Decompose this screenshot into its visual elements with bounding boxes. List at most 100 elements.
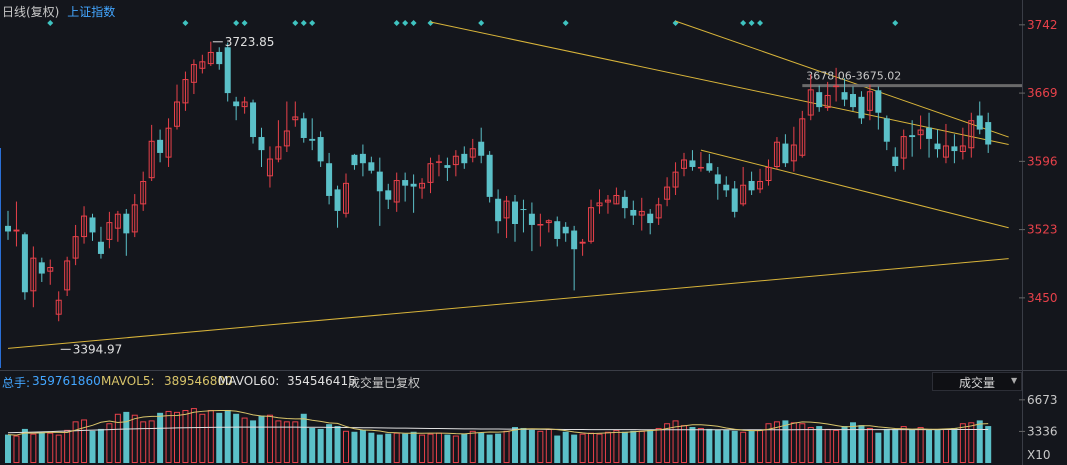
triangle-down-icon[interactable]: ▼ — [1011, 376, 1018, 385]
candle-body — [435, 161, 442, 163]
volume-bar — [858, 425, 865, 463]
volume-bar — [562, 431, 569, 463]
volume-bar — [148, 420, 155, 463]
candle-body — [300, 118, 307, 138]
volume-bar — [55, 434, 62, 464]
candle-body — [520, 209, 527, 211]
volume-bar — [199, 413, 206, 464]
event-marker-icon — [410, 20, 417, 26]
candle-body — [21, 234, 28, 293]
volume-bar — [765, 423, 772, 463]
volume-bar — [359, 429, 366, 463]
event-marker-icon — [402, 20, 409, 26]
chart-period-label: 日线(复权) — [2, 5, 60, 19]
volume-bar — [444, 434, 451, 463]
candle-body — [140, 180, 147, 205]
candle-body — [47, 267, 54, 272]
volume-bar — [300, 413, 307, 463]
volume-bar — [478, 432, 485, 463]
volume-bar — [385, 433, 392, 463]
candle-body — [385, 190, 392, 200]
candle-body — [317, 137, 324, 162]
volume-bar — [190, 408, 197, 463]
volume-bar — [951, 427, 958, 463]
candle-body — [123, 213, 130, 234]
candle-body — [165, 127, 172, 158]
candle-body — [5, 225, 11, 232]
volume-bar — [64, 429, 71, 464]
candle-body — [697, 166, 704, 169]
volume-bar — [554, 435, 561, 463]
volume-bar — [241, 417, 248, 463]
candle-body — [959, 145, 966, 152]
candle-body — [613, 195, 620, 205]
candle-body — [503, 200, 510, 219]
volume-bar — [689, 427, 696, 463]
volume-bar — [452, 435, 459, 463]
candle-body — [351, 154, 358, 166]
volume-bar — [697, 427, 704, 463]
volume-bar — [731, 430, 738, 463]
candle-body — [689, 160, 696, 167]
candle-body — [64, 260, 71, 291]
candle-body — [824, 94, 831, 109]
candle-body — [528, 213, 535, 225]
candle-body — [266, 158, 273, 177]
volume-bar — [647, 429, 654, 463]
event-marker-icon — [233, 20, 240, 26]
volume-bar — [512, 427, 518, 463]
volume-bar — [292, 421, 299, 464]
event-marker-icon — [427, 20, 434, 26]
candle-body — [258, 137, 265, 151]
volume-bar — [959, 423, 966, 463]
candle-body — [368, 162, 375, 171]
index-name-link[interactable]: 上证指数 — [67, 5, 116, 19]
candle-body — [850, 94, 856, 108]
volume-bar — [706, 428, 713, 463]
candle-body — [951, 146, 958, 152]
indicator-dropdown[interactable]: 成交量 ▼ — [932, 372, 1022, 391]
candle-body — [968, 120, 975, 149]
candle-body — [72, 236, 79, 259]
chart-title: 日线(复权) 上证指数 — [2, 3, 115, 20]
candle-body — [765, 166, 772, 181]
volume-bar — [926, 428, 933, 463]
volume-bar — [621, 431, 628, 463]
volume-bar — [258, 415, 265, 463]
volume-bar — [571, 434, 578, 463]
candle-body — [934, 143, 941, 150]
volume-bar — [875, 432, 882, 463]
candle-body — [495, 198, 502, 222]
candle-body — [106, 222, 113, 240]
volume-bar — [5, 434, 11, 463]
volume-bar — [866, 427, 873, 463]
candle-body — [748, 180, 755, 191]
event-marker-icon — [47, 20, 54, 26]
range-label: 3678.06-3675.02 — [806, 70, 901, 83]
volume-bar — [934, 429, 941, 463]
candle-body — [866, 91, 873, 111]
volume-bar — [900, 426, 907, 463]
candle-body — [579, 241, 586, 244]
total-volume-value: 359761860 — [32, 374, 101, 388]
volume-bar — [579, 433, 586, 463]
volume-bar — [165, 410, 172, 463]
candle-body — [174, 101, 180, 127]
candle-body — [672, 171, 679, 188]
volume-bar — [520, 427, 527, 463]
volume-bar — [748, 430, 755, 463]
volume-bar — [38, 431, 45, 463]
candle-body — [157, 139, 164, 153]
price-tick-label: 3669 — [1027, 86, 1058, 100]
volume-bar — [334, 426, 341, 463]
volume-bar — [486, 434, 493, 463]
volume-bar — [917, 427, 924, 464]
candle-body — [241, 101, 248, 108]
volume-bar — [114, 413, 121, 464]
candle-body — [976, 115, 983, 130]
candle-body — [427, 163, 434, 183]
event-marker-icon — [241, 20, 248, 26]
candle-body — [562, 226, 569, 234]
candle-body — [909, 135, 916, 138]
